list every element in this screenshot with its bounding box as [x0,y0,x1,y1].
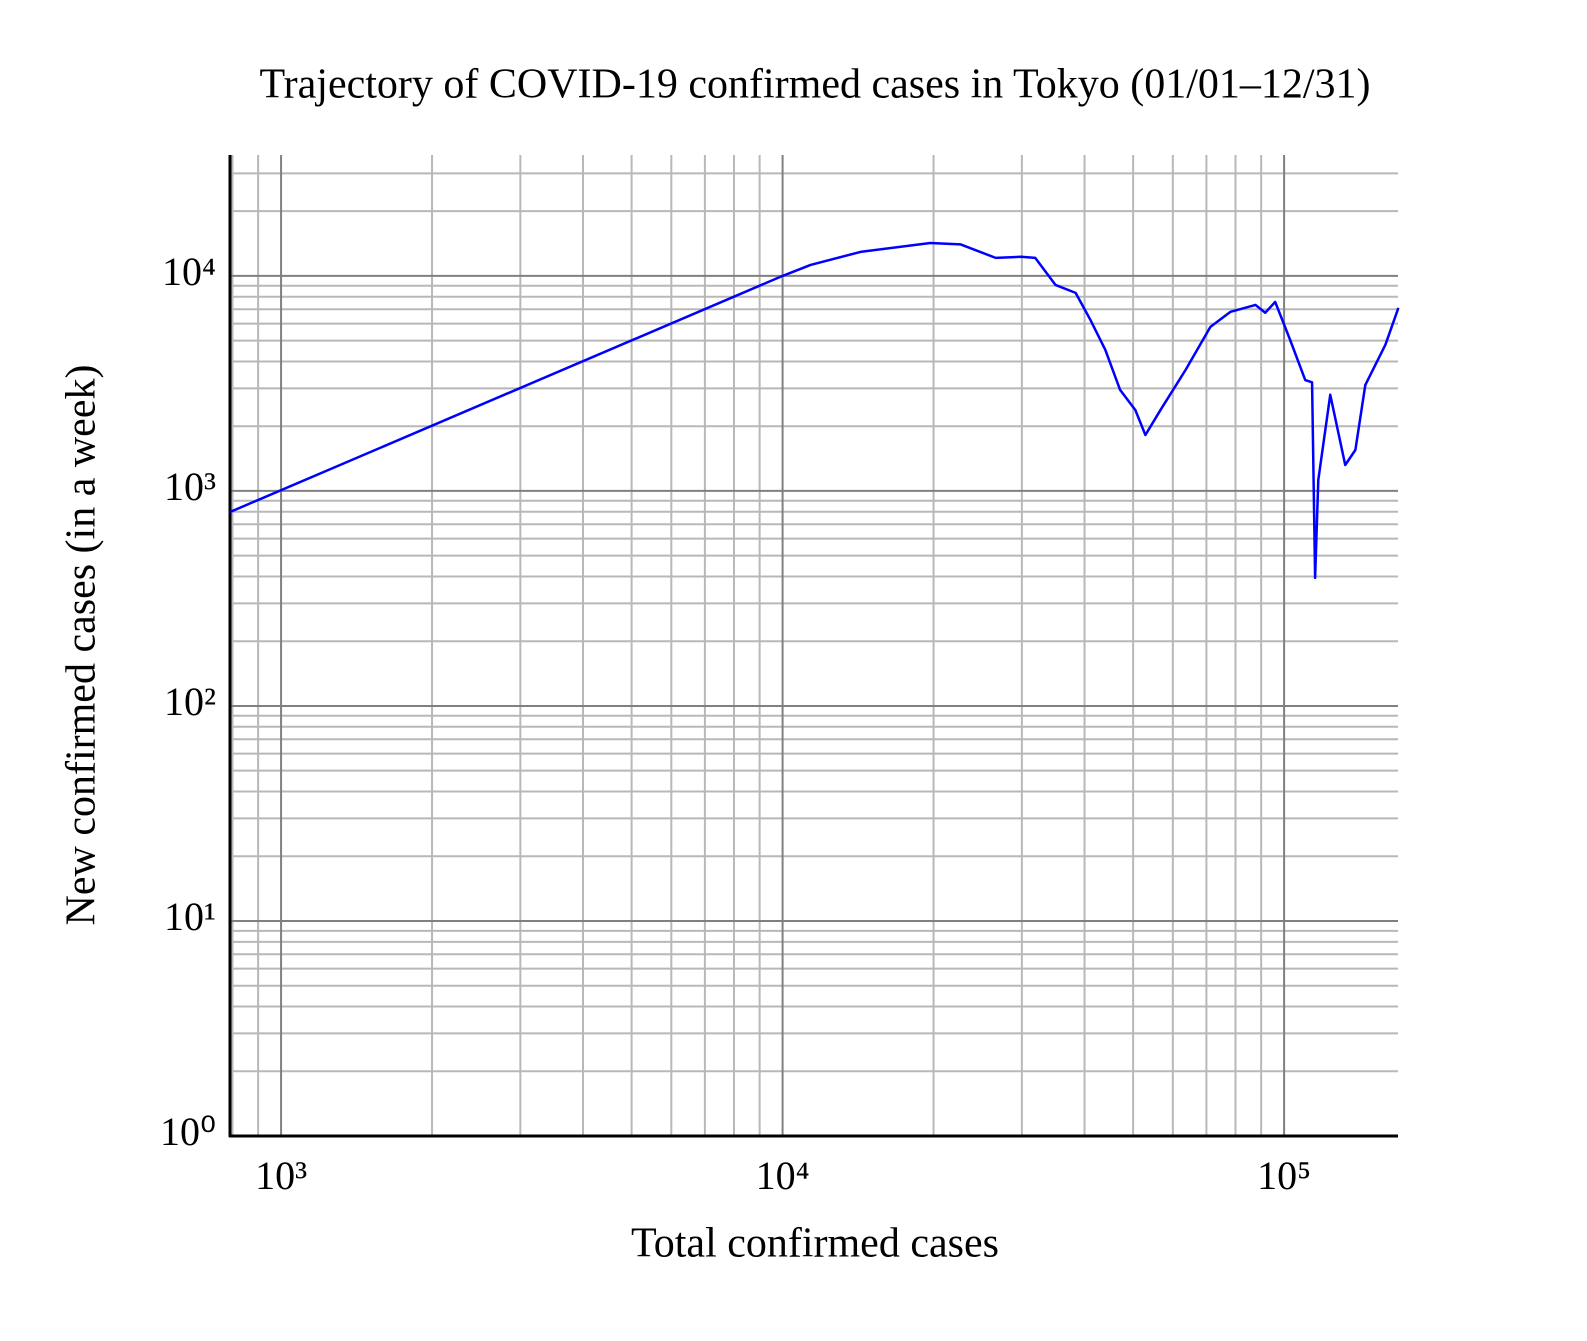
x-tick-label: 10⁴ [756,1153,810,1198]
y-tick-label: 10² [164,679,216,724]
y-axis-label: New confirmed cases (in a week) [59,365,105,926]
x-tick-label: 10³ [255,1153,307,1198]
chart-title: Trajectory of COVID-19 confirmed cases i… [259,62,1370,108]
y-tick-label: 10⁰ [160,1109,216,1154]
y-tick-label: 10³ [164,464,216,509]
x-tick-label: 10⁵ [1257,1153,1311,1198]
x-axis-label: Total confirmed cases [631,1221,999,1267]
y-tick-label: 10¹ [164,894,216,939]
y-tick-label: 10⁴ [162,249,216,294]
data-line [229,241,1400,580]
